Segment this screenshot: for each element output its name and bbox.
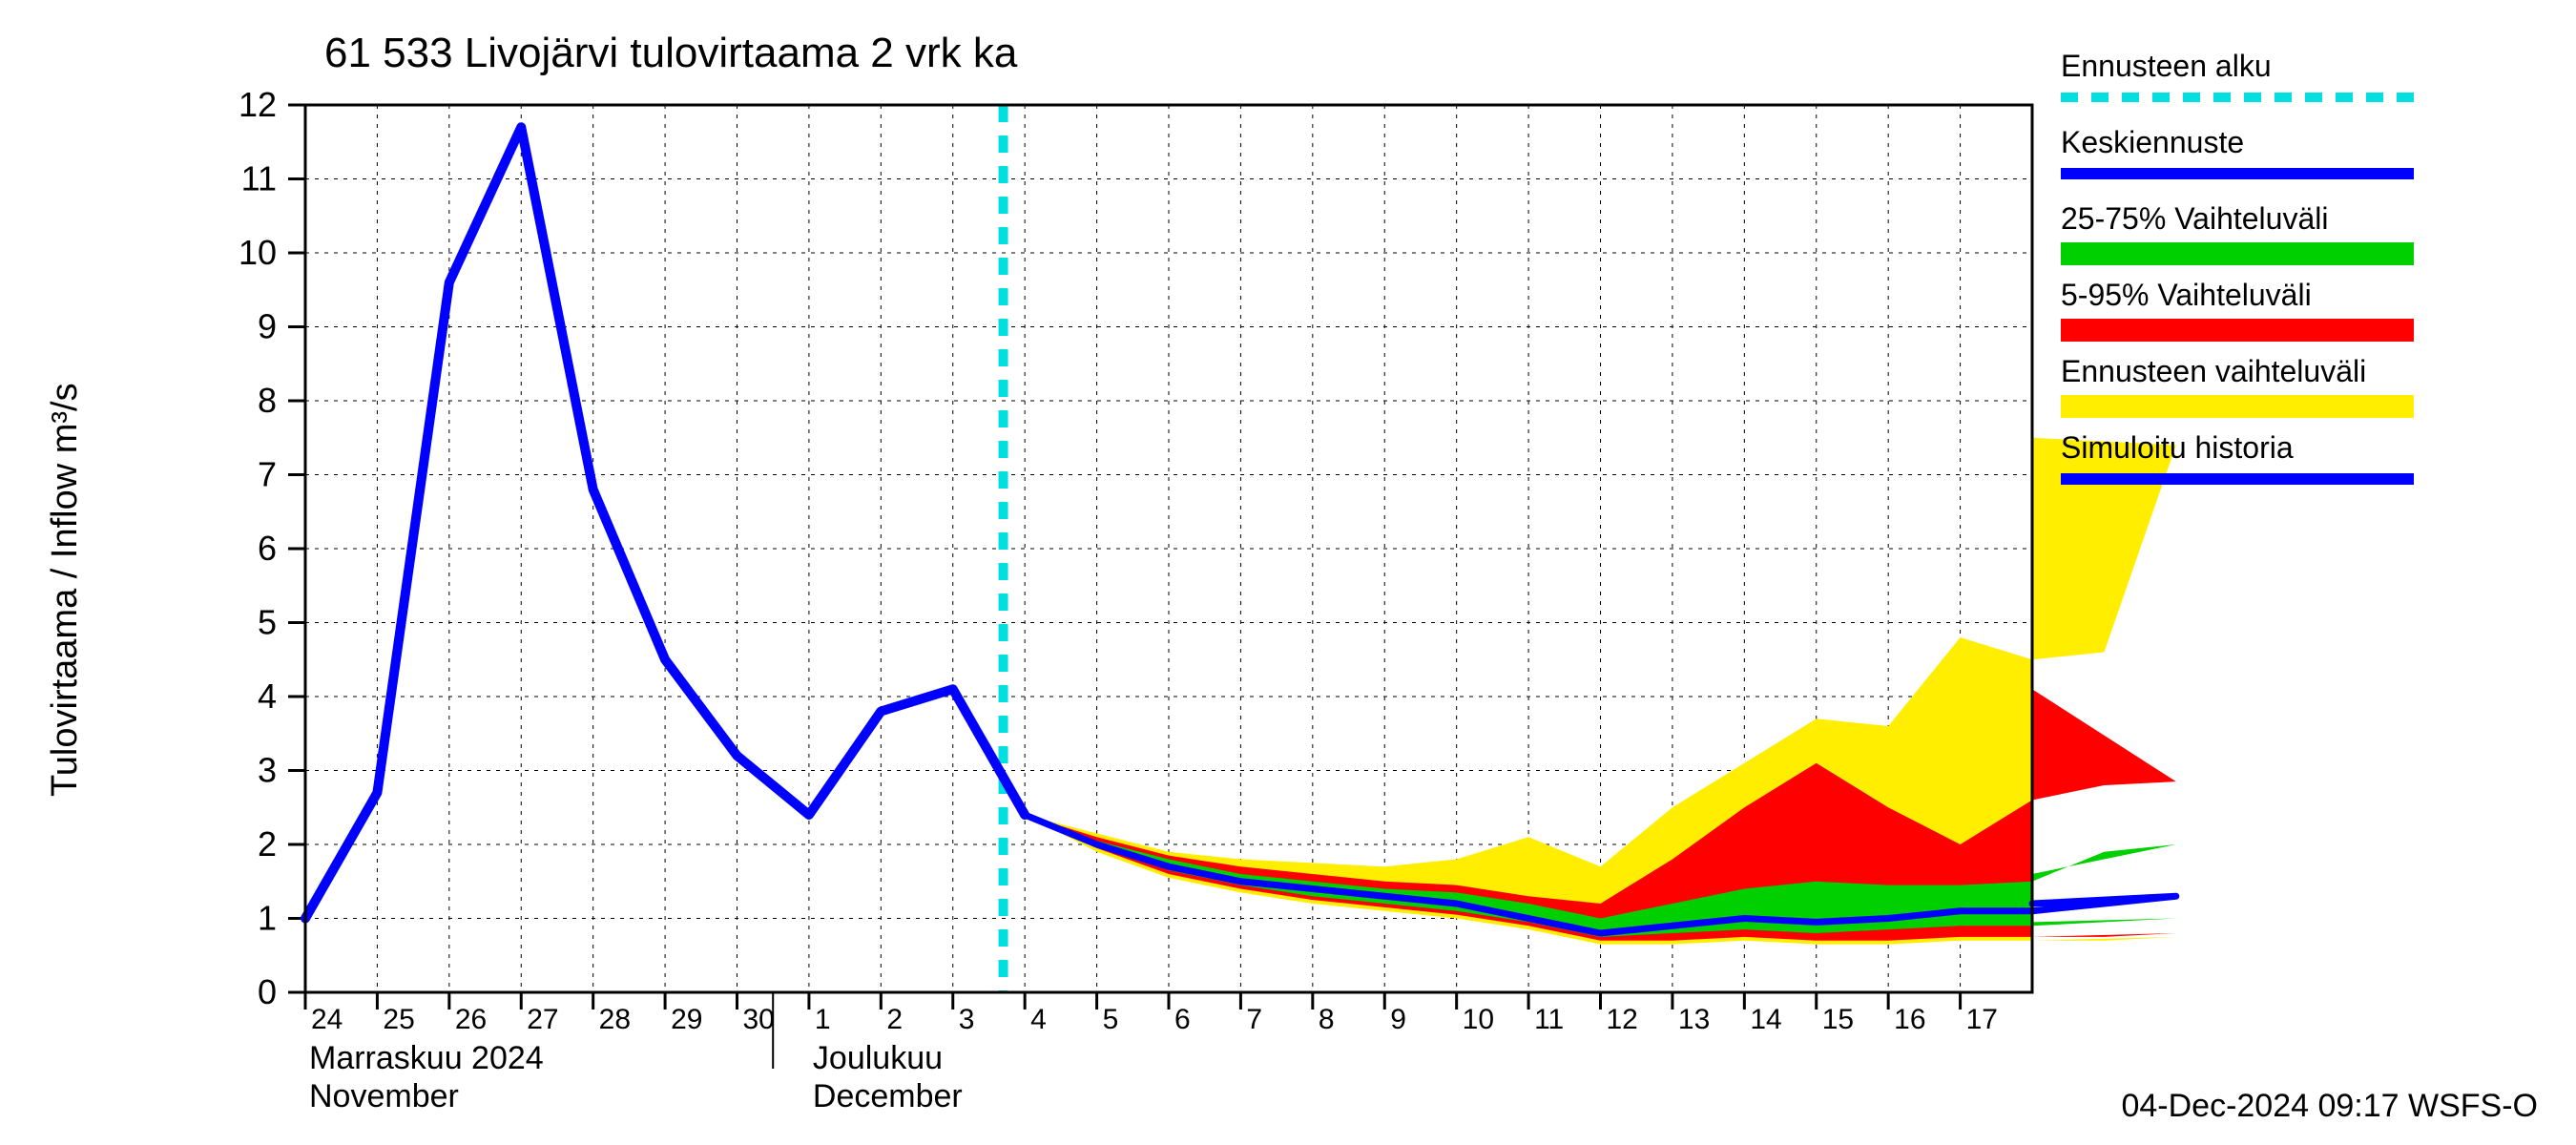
x-tick-label: 3 bbox=[959, 1004, 975, 1035]
legend-label: 25-75% Vaihteluväli bbox=[2061, 201, 2328, 236]
y-tick-label: 2 bbox=[258, 824, 277, 864]
legend-label: Ennusteen vaihteluväli bbox=[2061, 354, 2366, 388]
x-tick-label: 11 bbox=[1534, 1004, 1564, 1035]
x-tick-label: 26 bbox=[455, 1004, 487, 1035]
x-tick-label: 1 bbox=[815, 1004, 831, 1035]
x-tick-label: 24 bbox=[311, 1004, 343, 1035]
month-label-2a: Joulukuu bbox=[813, 1040, 943, 1076]
y-tick-label: 9 bbox=[258, 307, 277, 346]
y-tick-label: 7 bbox=[258, 455, 277, 494]
x-tick-label: 12 bbox=[1607, 1004, 1638, 1035]
month-label-1b: November bbox=[309, 1078, 459, 1114]
y-tick-label: 8 bbox=[258, 381, 277, 420]
y-tick-label: 12 bbox=[239, 85, 277, 124]
x-tick-label: 10 bbox=[1463, 1004, 1494, 1035]
x-tick-label: 5 bbox=[1103, 1004, 1119, 1035]
x-tick-label: 4 bbox=[1030, 1004, 1047, 1035]
y-axis-label: Tulovirtaama / Inflow m³/s bbox=[45, 383, 85, 797]
chart-container: 0123456789101112242526272829301234567891… bbox=[0, 0, 2576, 1145]
x-tick-label: 27 bbox=[527, 1004, 558, 1035]
x-tick-label: 30 bbox=[743, 1004, 775, 1035]
y-tick-label: 10 bbox=[239, 233, 277, 272]
legend-swatch-fill bbox=[2061, 242, 2414, 265]
y-tick-label: 3 bbox=[258, 751, 277, 790]
x-tick-label: 25 bbox=[383, 1004, 414, 1035]
chart-title: 61 533 Livojärvi tulovirtaama 2 vrk ka bbox=[324, 30, 1018, 76]
x-tick-label: 2 bbox=[886, 1004, 903, 1035]
x-tick-label: 7 bbox=[1246, 1004, 1262, 1035]
x-tick-label: 29 bbox=[671, 1004, 702, 1035]
y-tick-label: 0 bbox=[258, 972, 277, 1011]
x-tick-label: 6 bbox=[1174, 1004, 1191, 1035]
y-tick-label: 6 bbox=[258, 529, 277, 568]
month-label-1a: Marraskuu 2024 bbox=[309, 1040, 544, 1076]
month-label-2b: December bbox=[813, 1078, 963, 1114]
x-tick-label: 28 bbox=[599, 1004, 631, 1035]
inflow-chart: 0123456789101112242526272829301234567891… bbox=[0, 0, 2576, 1145]
x-tick-label: 17 bbox=[1966, 1004, 1998, 1035]
x-tick-label: 8 bbox=[1319, 1004, 1335, 1035]
legend-swatch-fill bbox=[2061, 395, 2414, 418]
y-tick-label: 1 bbox=[258, 899, 277, 938]
legend-label: Keskiennuste bbox=[2061, 125, 2244, 159]
x-tick-label: 9 bbox=[1390, 1004, 1406, 1035]
legend-label: Ennusteen alku bbox=[2061, 49, 2272, 83]
legend-label: 5-95% Vaihteluväli bbox=[2061, 278, 2312, 312]
y-tick-label: 5 bbox=[258, 603, 277, 642]
y-tick-label: 4 bbox=[258, 677, 277, 716]
chart-footer: 04-Dec-2024 09:17 WSFS-O bbox=[2121, 1088, 2538, 1124]
y-tick-label: 11 bbox=[241, 159, 277, 198]
x-tick-label: 16 bbox=[1894, 1004, 1925, 1035]
legend-label: Simuloitu historia bbox=[2061, 430, 2294, 465]
x-tick-label: 14 bbox=[1750, 1004, 1781, 1035]
x-tick-label: 13 bbox=[1678, 1004, 1710, 1035]
x-tick-label: 15 bbox=[1822, 1004, 1854, 1035]
legend-swatch-fill bbox=[2061, 319, 2414, 342]
